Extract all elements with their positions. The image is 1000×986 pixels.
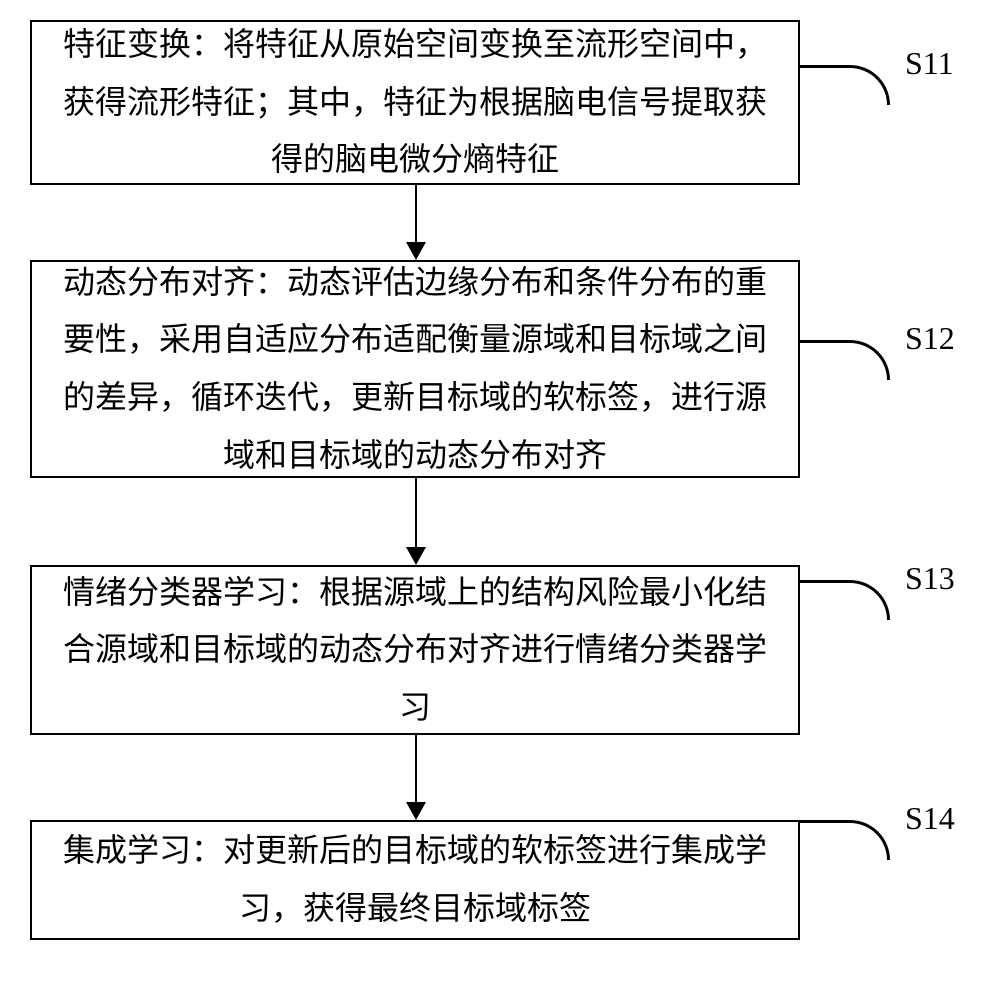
step-box-s13: 情绪分类器学习：根据源域上的结构风险最小化结合源域和目标域的动态分布对齐进行情绪…	[30, 565, 800, 735]
connector-s13	[800, 580, 890, 620]
step-label-s13: S13	[905, 560, 955, 597]
connector-s11	[800, 65, 890, 105]
step-label-s12: S12	[905, 320, 955, 357]
flowchart-container: 特征变换：将特征从原始空间变换至流形空间中，获得流形特征；其中，特征为根据脑电信…	[0, 0, 1000, 986]
step-box-s11: 特征变换：将特征从原始空间变换至流形空间中，获得流形特征；其中，特征为根据脑电信…	[30, 20, 800, 185]
step-text-s13: 情绪分类器学习：根据源域上的结构风险最小化结合源域和目标域的动态分布对齐进行情绪…	[52, 564, 778, 737]
step-text-s12: 动态分布对齐：动态评估边缘分布和条件分布的重要性，采用自适应分布适配衡量源域和目…	[52, 254, 778, 484]
step-box-s12: 动态分布对齐：动态评估边缘分布和条件分布的重要性，采用自适应分布适配衡量源域和目…	[30, 260, 800, 478]
step-text-s14: 集成学习：对更新后的目标域的软标签进行集成学习，获得最终目标域标签	[52, 822, 778, 937]
arrow-s13-s14	[415, 735, 417, 818]
arrow-s12-s13	[415, 478, 417, 563]
connector-s14	[800, 820, 890, 860]
step-label-s11: S11	[905, 45, 954, 82]
step-label-s14: S14	[905, 800, 955, 837]
connector-s12	[800, 340, 890, 380]
step-box-s14: 集成学习：对更新后的目标域的软标签进行集成学习，获得最终目标域标签	[30, 820, 800, 940]
step-text-s11: 特征变换：将特征从原始空间变换至流形空间中，获得流形特征；其中，特征为根据脑电信…	[52, 16, 778, 189]
arrow-s11-s12	[415, 185, 417, 258]
